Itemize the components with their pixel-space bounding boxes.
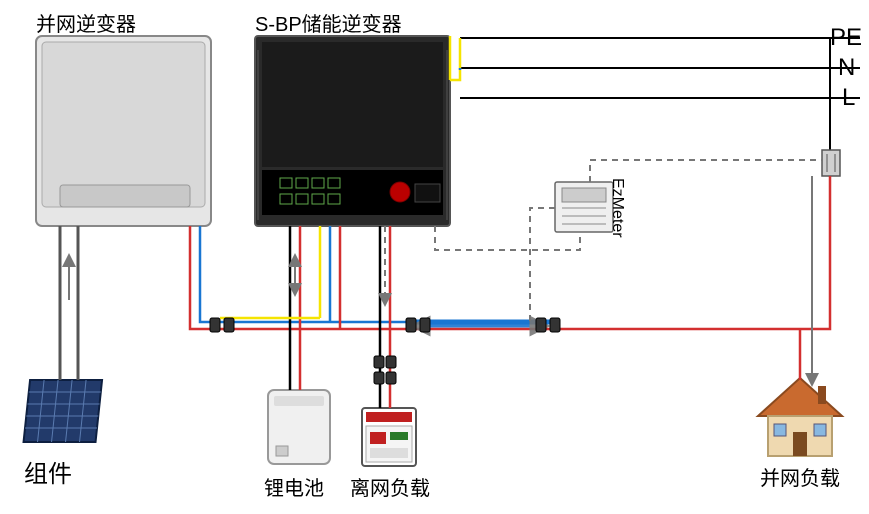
label-storage-inverter: S-BP储能逆变器 bbox=[255, 8, 402, 37]
label-pv: 组件 bbox=[24, 454, 72, 489]
fridge-icon bbox=[362, 408, 416, 466]
label-ongrid: 并网负载 bbox=[760, 462, 840, 491]
label-n: N bbox=[838, 54, 855, 82]
label-l: L bbox=[842, 84, 855, 112]
battery-icon bbox=[268, 390, 330, 464]
house-icon bbox=[758, 378, 842, 456]
bus-junction bbox=[822, 150, 840, 176]
label-grid-inverter: 并网逆变器 bbox=[36, 8, 136, 37]
ezmeter bbox=[555, 182, 613, 232]
wire-dc-solar bbox=[60, 226, 78, 380]
wire-pe-storage-to-bus bbox=[450, 38, 460, 80]
label-pe: PE bbox=[830, 24, 862, 52]
storage-inverter bbox=[255, 36, 450, 226]
grid-inverter bbox=[36, 36, 211, 226]
label-ezmeter: EzMeter bbox=[608, 178, 626, 238]
label-battery: 锂电池 bbox=[264, 472, 324, 501]
label-offgrid: 离网负载 bbox=[350, 472, 430, 501]
wiring-diagram bbox=[0, 0, 869, 514]
solar-panel-icon bbox=[24, 380, 103, 442]
